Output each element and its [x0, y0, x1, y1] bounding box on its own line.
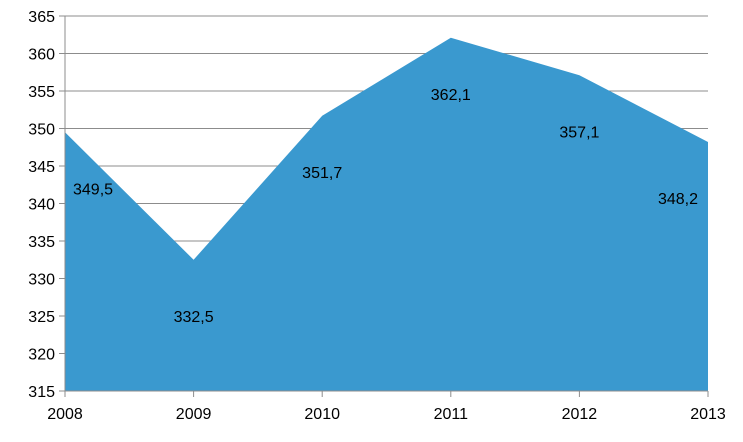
x-tick-label: 2012: [562, 406, 598, 423]
y-tick-label: 350: [28, 122, 55, 139]
y-tick-label: 325: [28, 309, 55, 326]
data-label: 357,1: [559, 124, 599, 141]
data-label: 349,5: [73, 181, 113, 198]
data-label: 332,5: [174, 309, 214, 326]
area-series: [65, 37, 708, 391]
x-tick-label: 2009: [176, 406, 212, 423]
y-tick-label: 330: [28, 272, 55, 289]
y-tick-label: 360: [28, 47, 55, 64]
y-tick-label: 345: [28, 159, 55, 176]
data-labels: 349,5 332,5 351,7 362,1 357,1 348,2: [73, 87, 698, 326]
y-tick-label: 320: [28, 347, 55, 364]
axes: [59, 15, 709, 397]
y-axis-ticks: 315 320 325 330 335 340 345 350 355 360 365: [28, 9, 55, 401]
y-tick-label: 340: [28, 197, 55, 214]
y-tick-label: 355: [28, 84, 55, 101]
data-label: 362,1: [431, 87, 471, 104]
x-tick-label: 2008: [47, 406, 83, 423]
data-label: 351,7: [302, 165, 342, 182]
x-tick-label: 2010: [304, 406, 340, 423]
data-label: 348,2: [658, 191, 698, 208]
x-axis-ticks: 2008 2009 2010 2011 2012 2013: [47, 406, 726, 423]
y-tick-label: 315: [28, 384, 55, 401]
y-tick-label: 365: [28, 9, 55, 26]
x-tick-label: 2011: [434, 406, 469, 423]
area-series-fill: [65, 37, 708, 391]
x-tick-label: 2013: [690, 406, 726, 423]
y-tick-label: 335: [28, 234, 55, 251]
